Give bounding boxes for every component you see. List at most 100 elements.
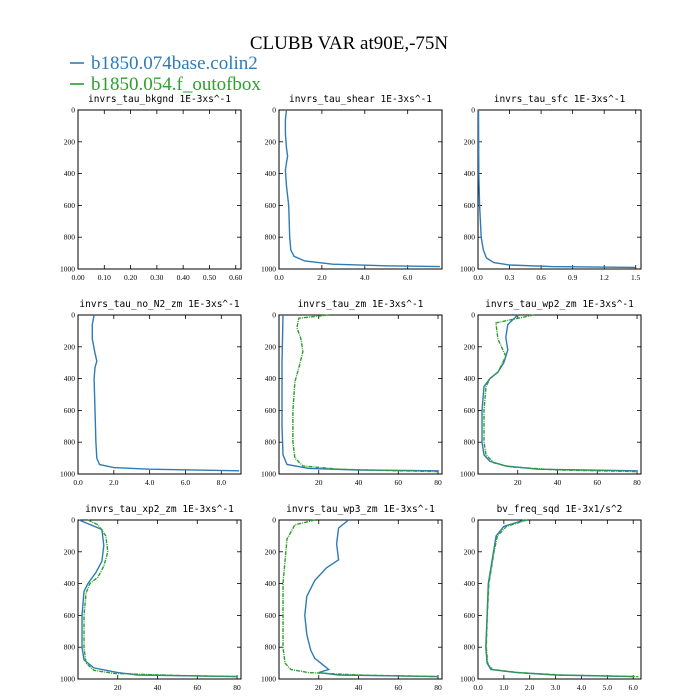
y-tick-label: 400 bbox=[64, 169, 76, 178]
y-tick-label: 200 bbox=[64, 547, 76, 556]
y-tick-label: 600 bbox=[265, 611, 277, 620]
plot-frame bbox=[278, 109, 443, 270]
x-tick-label: 0.0 bbox=[473, 683, 483, 692]
x-tick-label: 40 bbox=[154, 683, 162, 692]
x-tick-label: 1.2 bbox=[600, 273, 610, 282]
series-line-2 bbox=[485, 519, 639, 678]
y-tick-label: 0 bbox=[272, 106, 276, 115]
legend-label-1: b1850.074base.colin2 bbox=[91, 53, 258, 74]
figure-title: CLUBB VAR at90E,-75N bbox=[250, 33, 449, 54]
y-tick-label: 0 bbox=[471, 106, 475, 115]
legend: b1850.074base.colin2 b1850.054.f_outofbo… bbox=[70, 53, 261, 95]
series-line-2 bbox=[282, 519, 439, 678]
panel-invrs_tau_xp2_zm: invrs_tau_xp2_zm 1E-3xs^-120 40 60 80020040… bbox=[60, 504, 242, 692]
panel-title: invrs_tau_zm 1E-3xs^-1 bbox=[298, 299, 424, 310]
y-tick-label: 200 bbox=[265, 137, 277, 146]
panel-title: invrs_tau_shear 1E-3xs^-1 bbox=[289, 94, 432, 105]
panel-invrs_tau_zm: invrs_tau_zm 1E-3xs^-120 40 60 800200400600… bbox=[261, 299, 443, 487]
y-tick-label: 200 bbox=[64, 137, 76, 146]
y-tick-label: 0 bbox=[272, 516, 276, 525]
y-tick-label: 1000 bbox=[60, 470, 75, 479]
x-tick-label: 40 bbox=[355, 683, 363, 692]
panel-invrs_tau_bkgnd: invrs_tau_bkgnd 1E-3xs^-1 0.00 0.10 0.20 0.3… bbox=[60, 94, 243, 282]
x-tick-label: 20 bbox=[514, 478, 522, 487]
y-tick-label: 600 bbox=[64, 201, 76, 210]
plot-frame bbox=[77, 314, 242, 475]
plot-frame bbox=[77, 109, 242, 270]
x-tick-label: 0.0 bbox=[274, 273, 284, 282]
y-tick-label: 400 bbox=[64, 579, 76, 588]
y-tick-label: 800 bbox=[464, 233, 476, 242]
y-tick-label: 1000 bbox=[460, 470, 475, 479]
y-tick-label: 600 bbox=[64, 611, 76, 620]
y-tick-label: 800 bbox=[464, 643, 476, 652]
y-tick-label: 0 bbox=[272, 311, 276, 320]
x-tick-label: 0.0 bbox=[73, 478, 83, 487]
panel-invrs_tau_wp3_zm: invrs_tau_wp3_zm 1E-3xs^-120 40 60 80020040… bbox=[261, 504, 443, 692]
y-tick-label: 600 bbox=[64, 406, 76, 415]
panel-invrs_tau_no_N2_zm: invrs_tau_no_N2_zm 1E-3xs^-1 0.0 2.0 4.0 6.0… bbox=[60, 299, 242, 487]
x-tick-label: 0.0 bbox=[473, 273, 483, 282]
plot-frame bbox=[278, 314, 443, 475]
panel-invrs_tau_sfc: invrs_tau_sfc 1E-3xs^-1 0.0 0.3 0.6 0.9 1.2 1.… bbox=[460, 94, 642, 282]
x-tick-label: 60 bbox=[395, 478, 403, 487]
plot-frame bbox=[477, 519, 642, 680]
series-line-1 bbox=[78, 519, 238, 678]
y-tick-label: 800 bbox=[265, 643, 277, 652]
x-tick-label: 1.5 bbox=[631, 273, 641, 282]
y-tick-label: 600 bbox=[464, 201, 476, 210]
x-tick-label: 5.0 bbox=[603, 683, 613, 692]
y-tick-label: 1000 bbox=[261, 675, 276, 684]
series-line-1 bbox=[304, 519, 439, 678]
x-tick-label: 20 bbox=[315, 683, 323, 692]
series-line-2 bbox=[483, 314, 638, 473]
panel-grid: invrs_tau_bkgnd 1E-3xs^-10.00 0.10 0.20 0.3… bbox=[60, 94, 642, 692]
series-line-1 bbox=[91, 314, 240, 472]
panel-invrs_tau_shear: invrs_tau_shear 1E-3xs^-1 0.0 2.0 4.0 6.0 0 20… bbox=[261, 94, 443, 282]
plot-frame bbox=[278, 519, 443, 680]
x-tick-label: 3.0 bbox=[551, 683, 561, 692]
x-tick-label: 60 bbox=[594, 478, 602, 487]
series-line-1 bbox=[284, 109, 440, 268]
x-tick-label: 80 bbox=[434, 478, 442, 487]
x-tick-label: 0.10 bbox=[98, 273, 111, 282]
y-tick-label: 600 bbox=[464, 611, 476, 620]
y-tick-label: 200 bbox=[464, 547, 476, 556]
x-tick-label: 1.0 bbox=[499, 683, 509, 692]
y-tick-label: 400 bbox=[265, 579, 277, 588]
y-tick-label: 200 bbox=[265, 342, 277, 351]
x-tick-label: 8.0 bbox=[217, 478, 227, 487]
x-tick-label: 2.0 bbox=[109, 478, 119, 487]
x-tick-label: 4.0 bbox=[145, 478, 155, 487]
legend-label-2: b1850.054.f_outofbox bbox=[91, 74, 261, 95]
y-tick-label: 200 bbox=[64, 342, 76, 351]
x-tick-label: 80 bbox=[233, 683, 241, 692]
plot-frame bbox=[477, 314, 642, 475]
y-tick-label: 800 bbox=[265, 438, 277, 447]
y-tick-label: 400 bbox=[464, 169, 476, 178]
x-tick-label: 0.40 bbox=[177, 273, 190, 282]
series-line-1 bbox=[481, 314, 638, 472]
panel-title: invrs_tau_xp2_zm 1E-3xs^-1 bbox=[85, 504, 234, 515]
x-tick-label: 20 bbox=[315, 478, 323, 487]
x-tick-label: 80 bbox=[633, 478, 641, 487]
y-tick-label: 600 bbox=[265, 201, 277, 210]
x-tick-label: 40 bbox=[554, 478, 562, 487]
panel-invrs_tau_wp2_zm: invrs_tau_wp2_zm 1E-3xs^-120 40 60 80020040… bbox=[460, 299, 642, 487]
x-tick-label: 0.00 bbox=[71, 273, 84, 282]
y-tick-label: 1000 bbox=[60, 265, 75, 274]
y-tick-label: 1000 bbox=[261, 470, 276, 479]
y-tick-label: 0 bbox=[71, 516, 75, 525]
y-tick-label: 400 bbox=[464, 374, 476, 383]
x-tick-label: 6.0 bbox=[403, 273, 413, 282]
x-tick-label: 60 bbox=[395, 683, 403, 692]
y-tick-label: 800 bbox=[64, 643, 76, 652]
y-tick-label: 400 bbox=[265, 169, 277, 178]
y-tick-label: 0 bbox=[471, 516, 475, 525]
y-tick-label: 1000 bbox=[60, 675, 75, 684]
x-tick-label: 0.9 bbox=[568, 273, 578, 282]
y-tick-label: 200 bbox=[464, 342, 476, 351]
y-tick-label: 400 bbox=[64, 374, 76, 383]
